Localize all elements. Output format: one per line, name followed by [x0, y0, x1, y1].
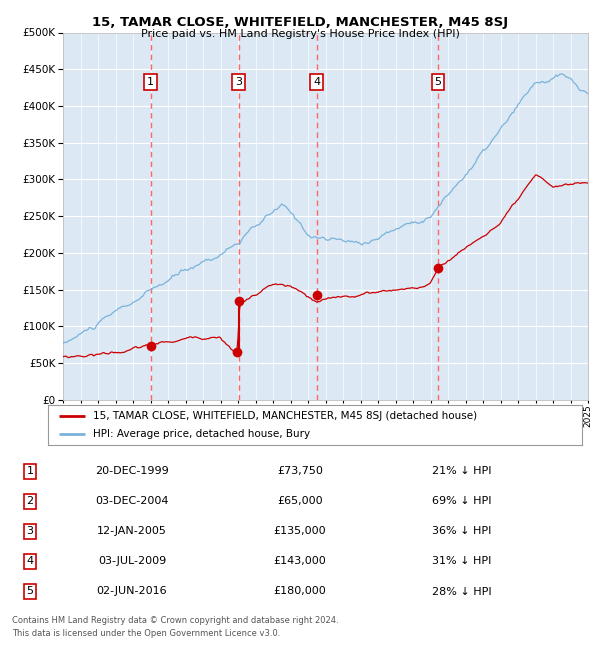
- Text: Price paid vs. HM Land Registry's House Price Index (HPI): Price paid vs. HM Land Registry's House …: [140, 29, 460, 39]
- Text: 1: 1: [147, 77, 154, 87]
- Text: £180,000: £180,000: [274, 586, 326, 597]
- Text: 36% ↓ HPI: 36% ↓ HPI: [433, 526, 491, 536]
- Text: £135,000: £135,000: [274, 526, 326, 536]
- Text: Contains HM Land Registry data © Crown copyright and database right 2024.: Contains HM Land Registry data © Crown c…: [12, 616, 338, 625]
- Text: 02-JUN-2016: 02-JUN-2016: [97, 586, 167, 597]
- Text: HPI: Average price, detached house, Bury: HPI: Average price, detached house, Bury: [94, 430, 311, 439]
- Text: This data is licensed under the Open Government Licence v3.0.: This data is licensed under the Open Gov…: [12, 629, 280, 638]
- Text: 2: 2: [26, 497, 34, 506]
- Text: 3: 3: [235, 77, 242, 87]
- Text: 5: 5: [26, 586, 34, 597]
- Text: 1: 1: [26, 466, 34, 476]
- Text: 5: 5: [434, 77, 442, 87]
- Text: 28% ↓ HPI: 28% ↓ HPI: [432, 586, 492, 597]
- Text: 03-JUL-2009: 03-JUL-2009: [98, 556, 166, 566]
- Text: 15, TAMAR CLOSE, WHITEFIELD, MANCHESTER, M45 8SJ: 15, TAMAR CLOSE, WHITEFIELD, MANCHESTER,…: [92, 16, 508, 29]
- Text: 4: 4: [26, 556, 34, 566]
- Text: 21% ↓ HPI: 21% ↓ HPI: [432, 466, 492, 476]
- Text: 3: 3: [26, 526, 34, 536]
- Text: £65,000: £65,000: [277, 497, 323, 506]
- Text: 31% ↓ HPI: 31% ↓ HPI: [433, 556, 491, 566]
- Text: 20-DEC-1999: 20-DEC-1999: [95, 466, 169, 476]
- Text: 15, TAMAR CLOSE, WHITEFIELD, MANCHESTER, M45 8SJ (detached house): 15, TAMAR CLOSE, WHITEFIELD, MANCHESTER,…: [94, 411, 478, 421]
- Text: 69% ↓ HPI: 69% ↓ HPI: [432, 497, 492, 506]
- Text: 12-JAN-2005: 12-JAN-2005: [97, 526, 167, 536]
- Text: 4: 4: [313, 77, 320, 87]
- Text: 03-DEC-2004: 03-DEC-2004: [95, 497, 169, 506]
- Text: £143,000: £143,000: [274, 556, 326, 566]
- Text: £73,750: £73,750: [277, 466, 323, 476]
